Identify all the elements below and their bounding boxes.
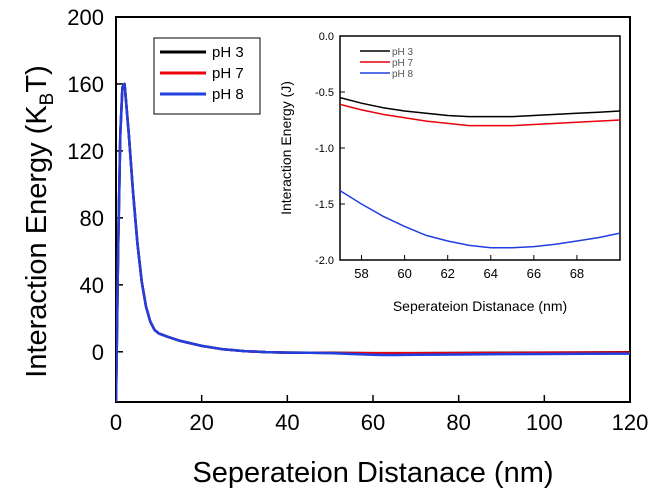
main-legend-box [153, 37, 261, 115]
inset-y-tick-label: -1.0 [315, 143, 334, 155]
inset-y-axis-title: Interaction Energy (J) [278, 81, 294, 215]
inset-series-line [340, 189, 620, 249]
inset-series-line [340, 103, 620, 127]
main-y-tick-label: 200 [67, 5, 104, 30]
inset-y-tick-label: 0.0 [319, 31, 334, 43]
main-y-tick-label: 40 [80, 273, 104, 298]
main-legend-label: pH 8 [212, 86, 244, 103]
main-legend-label: pH 7 [212, 65, 244, 82]
main-x-tick-label: 120 [612, 410, 649, 435]
main-y-tick-label: 0 [92, 340, 104, 365]
main-y-tick-label: 160 [67, 72, 104, 97]
inset-series-line [340, 96, 620, 118]
main-y-tick-label: 120 [67, 139, 104, 164]
inset-legend-label: pH 3 [392, 47, 414, 58]
inset-legend-label: pH 7 [392, 58, 414, 69]
main-x-axis-title: Seperateion Distanace (nm) [192, 457, 553, 489]
inset-x-tick-label: 66 [527, 266, 541, 281]
inset-legend-label: pH 8 [392, 69, 414, 80]
inset-x-tick-label: 62 [440, 266, 454, 281]
inset-y-tick-label: -2.0 [315, 255, 334, 267]
inset-x-tick-label: 68 [570, 266, 584, 281]
inset-plot-frame [339, 35, 621, 261]
main-legend-label: pH 3 [212, 44, 244, 61]
inset-x-tick-label: 58 [354, 266, 368, 281]
inset-x-axis-title: Seperateion Distanace (nm) [393, 298, 567, 314]
main-x-tick-label: 40 [275, 410, 299, 435]
main-x-tick-label: 0 [110, 410, 122, 435]
main-y-axis-title: Interaction Energy (KBT) [21, 65, 58, 377]
main-y-tick-label: 80 [80, 206, 104, 231]
inset-y-tick-label: -0.5 [315, 87, 334, 99]
main-x-tick-label: 60 [361, 410, 385, 435]
main-series-line [116, 82, 630, 402]
main-x-tick-label: 100 [526, 410, 563, 435]
main-x-tick-label: 80 [446, 410, 470, 435]
inset-y-tick-label: -1.5 [315, 199, 334, 211]
main-x-tick-label: 20 [189, 410, 213, 435]
inset-x-tick-label: 60 [397, 266, 411, 281]
inset-x-tick-label: 64 [484, 266, 498, 281]
